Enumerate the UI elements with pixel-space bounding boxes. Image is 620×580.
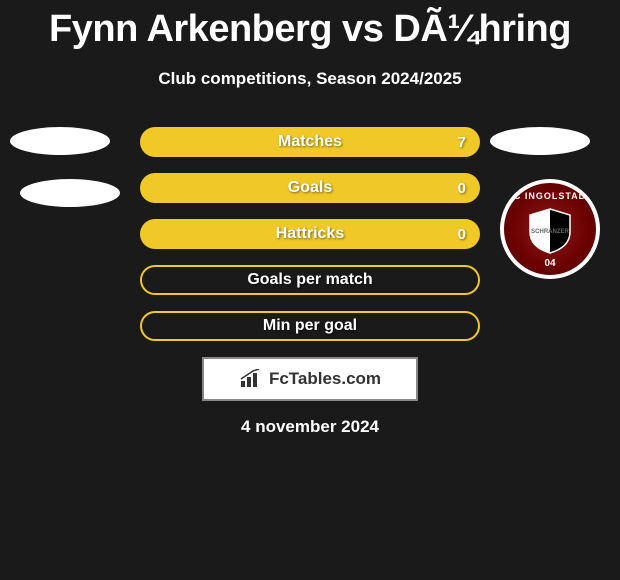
fctables-logo: FcTables.com bbox=[202, 357, 418, 401]
stat-value: 0 bbox=[458, 180, 466, 197]
player-oval-left-2 bbox=[20, 179, 120, 207]
stat-bar-matches: Matches 7 bbox=[140, 127, 480, 157]
stat-bar-goals-per-match: Goals per match bbox=[140, 265, 480, 295]
page-subtitle: Club competitions, Season 2024/2025 bbox=[0, 69, 620, 89]
stat-label: Goals bbox=[288, 179, 332, 197]
stats-container: Matches 7 Goals 0 Hattricks 0 Goals per … bbox=[140, 127, 480, 341]
content-area: FC INGOLSTADT SCHRANZER 04 Matches 7 Goa… bbox=[0, 127, 620, 437]
page-title: Fynn Arkenberg vs DÃ¼hring bbox=[0, 0, 620, 51]
stat-label: Min per goal bbox=[263, 317, 357, 335]
badge-shield-icon: SCHRANZER bbox=[525, 207, 575, 255]
club-badge: FC INGOLSTADT SCHRANZER 04 bbox=[500, 179, 600, 279]
player-oval-right bbox=[490, 127, 590, 155]
badge-circle: FC INGOLSTADT SCHRANZER 04 bbox=[500, 179, 600, 279]
badge-top-text: FC INGOLSTADT bbox=[504, 191, 596, 201]
svg-text:SCHRANZER: SCHRANZER bbox=[531, 229, 569, 235]
stat-value: 7 bbox=[458, 134, 466, 151]
date-text: 4 november 2024 bbox=[0, 417, 620, 437]
badge-bottom-text: 04 bbox=[504, 258, 596, 269]
stat-label: Matches bbox=[278, 133, 342, 151]
stat-value: 0 bbox=[458, 226, 466, 243]
stat-bar-min-per-goal: Min per goal bbox=[140, 311, 480, 341]
player-oval-left-1 bbox=[10, 127, 110, 155]
stat-bar-goals: Goals 0 bbox=[140, 173, 480, 203]
chart-icon bbox=[239, 369, 263, 389]
stat-bar-hattricks: Hattricks 0 bbox=[140, 219, 480, 249]
stat-label: Goals per match bbox=[247, 271, 372, 289]
logo-text: FcTables.com bbox=[269, 369, 381, 389]
stat-label: Hattricks bbox=[276, 225, 344, 243]
